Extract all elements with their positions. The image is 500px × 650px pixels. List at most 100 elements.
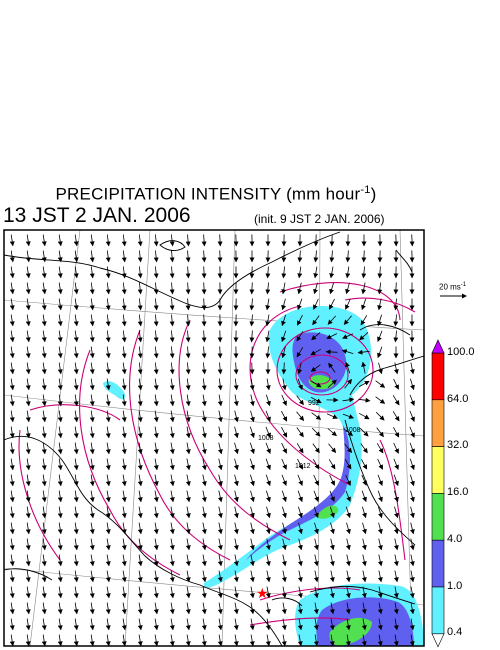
wind-arrow xyxy=(409,634,415,646)
wind-arrow xyxy=(281,410,288,422)
wind-arrow xyxy=(409,458,415,471)
wind-arrow xyxy=(329,618,335,631)
wind-arrow xyxy=(328,362,336,373)
wind-arrow xyxy=(377,330,383,343)
isobar-label: 992 xyxy=(308,400,320,407)
wind-arrow xyxy=(185,330,191,343)
wind-arrow xyxy=(169,522,175,535)
wind-arrow xyxy=(57,442,63,455)
wind-arrow xyxy=(9,522,15,535)
colorbar-under-triangle xyxy=(431,633,445,648)
wind-arrow xyxy=(57,426,63,439)
wind-arrow xyxy=(281,330,287,343)
wind-arrow xyxy=(89,410,95,423)
wind-arrow xyxy=(375,396,386,404)
wind-arrow xyxy=(201,522,207,535)
wind-arrow xyxy=(233,426,239,439)
wind-arrow xyxy=(201,538,207,551)
wind-arrow xyxy=(73,586,79,599)
wind-arrow xyxy=(297,634,303,646)
wind-arrow xyxy=(25,474,31,487)
wind-arrow xyxy=(361,459,368,470)
wind-arrow xyxy=(265,602,271,615)
wind-arrow xyxy=(313,602,319,615)
wind-arrow xyxy=(89,634,95,646)
wind-arrow xyxy=(153,554,159,567)
wind-arrow xyxy=(169,266,175,279)
wind-arrow xyxy=(201,362,207,375)
wind-arrow xyxy=(73,442,79,455)
wind-arrow xyxy=(329,554,335,567)
wind-arrow xyxy=(201,618,207,631)
wind-arrow xyxy=(9,490,15,503)
wind-arrow xyxy=(89,522,95,535)
wind-arrow xyxy=(201,554,207,567)
precip-heavy-south xyxy=(329,617,372,646)
wind-arrow xyxy=(361,586,367,599)
wind-arrow xyxy=(329,538,335,551)
wind-arrow xyxy=(25,554,31,567)
wind-arrow xyxy=(137,266,143,279)
wind-arrow xyxy=(121,282,127,295)
wind-arrow xyxy=(233,474,239,487)
wind-arrow xyxy=(153,330,159,343)
wind-arrow xyxy=(297,618,303,631)
reference-vector-label: 20 ms-1 xyxy=(439,282,466,292)
wind-arrow xyxy=(410,474,415,487)
wind-arrow xyxy=(361,602,367,615)
wind-arrow xyxy=(313,570,319,583)
wind-arrow xyxy=(153,618,159,631)
wind-arrow xyxy=(375,380,386,388)
wind-arrow xyxy=(153,314,159,327)
wind-arrow xyxy=(377,266,383,279)
wind-arrow xyxy=(329,506,335,519)
isobar-label: 1012 xyxy=(295,463,311,470)
wind-arrow xyxy=(265,330,271,343)
wind-arrow xyxy=(41,586,47,599)
wind-arrow xyxy=(121,506,127,519)
wind-arrow xyxy=(313,618,319,631)
wind-arrow xyxy=(121,298,127,311)
wind-arrow xyxy=(121,410,127,423)
wind-arrow xyxy=(25,298,31,311)
wind-arrow xyxy=(57,506,63,519)
wind-arrow xyxy=(265,410,271,423)
wind-arrow xyxy=(201,474,207,487)
wind-arrow xyxy=(41,234,47,247)
wind-arrow xyxy=(377,634,383,646)
wind-arrow xyxy=(393,298,399,311)
wind-arrow xyxy=(9,362,15,375)
wind-arrow xyxy=(121,250,127,263)
wind-arrow xyxy=(201,314,207,327)
wind-arrow xyxy=(281,586,287,599)
wind-arrow xyxy=(105,266,111,279)
wind-arrow xyxy=(281,490,287,503)
wind-arrow xyxy=(89,346,95,359)
wind-arrow xyxy=(310,348,321,356)
wind-arrow xyxy=(105,330,111,343)
isobar-label: 1008 xyxy=(345,427,361,434)
wind-arrow xyxy=(345,361,351,374)
wind-arrow xyxy=(137,602,143,615)
wind-arrow xyxy=(361,266,367,279)
wind-arrow xyxy=(121,314,127,327)
wind-arrow xyxy=(201,426,207,439)
wind-arrow xyxy=(344,378,353,389)
wind-arrow xyxy=(9,298,15,311)
wind-arrow xyxy=(234,442,239,455)
wind-arrow xyxy=(25,378,31,391)
wind-arrow xyxy=(89,282,95,295)
wind-arrow xyxy=(137,298,143,311)
wind-arrow xyxy=(361,282,367,295)
wind-arrow xyxy=(41,362,47,375)
wind-arrow xyxy=(409,522,415,535)
wind-arrow xyxy=(326,333,338,339)
wind-arrow xyxy=(169,490,175,503)
wind-arrow xyxy=(249,362,255,375)
wind-arrow xyxy=(121,554,127,567)
wind-arrow xyxy=(41,282,47,295)
wind-arrow xyxy=(137,554,143,567)
wind-arrow xyxy=(169,330,175,343)
wind-arrow xyxy=(137,234,143,247)
wind-arrow xyxy=(153,570,159,583)
